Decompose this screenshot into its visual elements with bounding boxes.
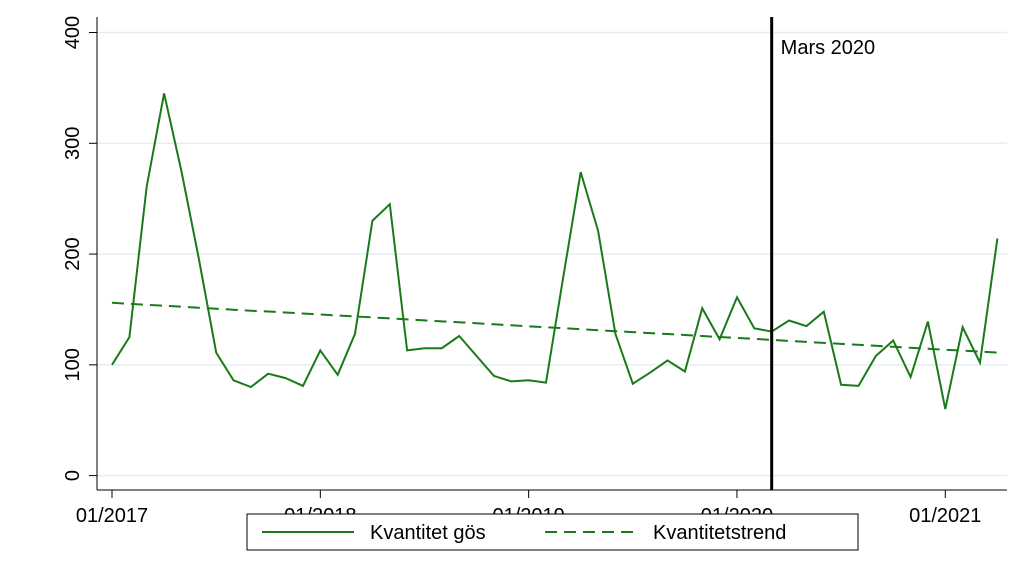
- series-line: [111, 301, 998, 354]
- x-tick-label: 01/2021: [909, 505, 981, 527]
- x-tick-label: 01/2017: [76, 505, 148, 527]
- annotation: Mars 2020: [781, 37, 876, 59]
- series-line: [111, 93, 999, 410]
- y-tick-label: 400: [62, 16, 84, 49]
- y-tick-label: 0: [62, 470, 84, 481]
- legend-label: Kvantitet gös: [370, 522, 486, 544]
- y-tick-label: 200: [62, 237, 84, 270]
- legend-label: Kvantitetstrend: [653, 522, 786, 544]
- y-tick-label: 100: [62, 348, 84, 381]
- y-tick-label: 300: [62, 127, 84, 160]
